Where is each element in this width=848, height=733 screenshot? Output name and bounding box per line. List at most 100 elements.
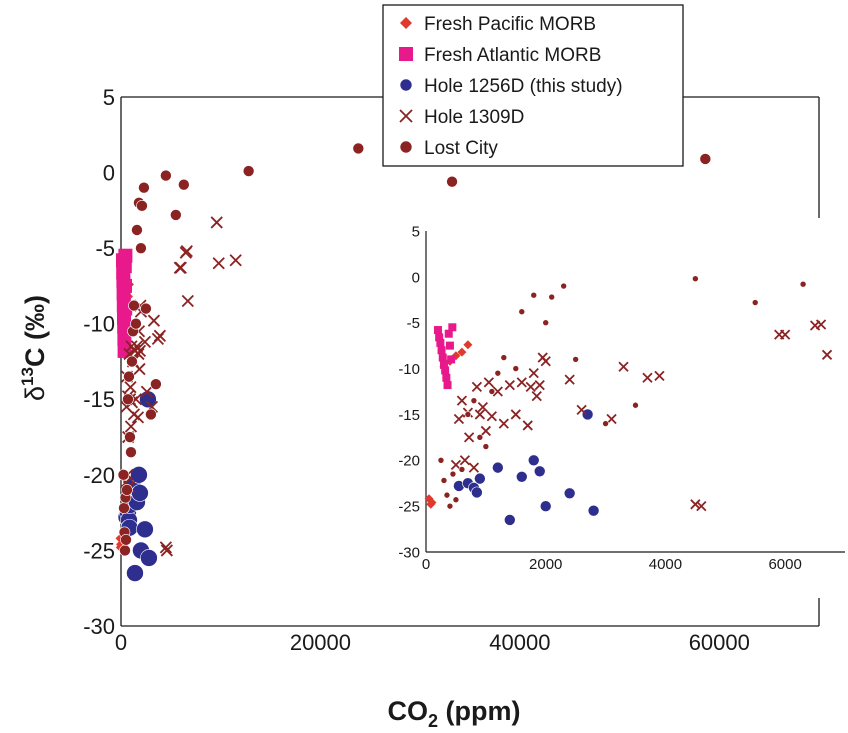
inset-point-pacific — [427, 497, 437, 507]
inset-point-h1256 — [581, 408, 594, 421]
inset-x-tick-label: 2000 — [529, 556, 562, 573]
inset-point-lost — [464, 411, 472, 418]
inset-point-lost — [458, 466, 466, 473]
inset-point-lost — [572, 356, 579, 363]
main-point-lost — [178, 178, 190, 191]
inset-point-atlantic — [441, 366, 450, 375]
main-data-points — [115, 142, 712, 582]
main-point-lost — [446, 175, 458, 188]
legend-marker-h1309 — [399, 109, 413, 123]
inset-point-h1256 — [471, 486, 483, 499]
main-y-tick-label: -20 — [83, 463, 115, 488]
inset-point-h1256 — [539, 500, 552, 512]
inset-point-atlantic — [448, 323, 457, 332]
main-point-lost — [126, 355, 138, 368]
inset-data-points — [424, 275, 833, 526]
inset-point-h1309 — [510, 409, 521, 420]
main-y-tick-label: -30 — [83, 614, 115, 639]
legend-marker-lost — [399, 140, 413, 154]
inset-point-h1256 — [474, 472, 486, 485]
inset-point-h1309 — [531, 390, 542, 402]
inset-point-h1309 — [492, 386, 503, 397]
inset-point-h1309 — [809, 320, 821, 331]
main-point-h1309 — [140, 385, 154, 398]
inset-point-h1256 — [515, 470, 528, 483]
main-point-h1309 — [138, 335, 152, 348]
inset-point-pacific — [457, 347, 467, 357]
inset-point-lost — [476, 434, 484, 441]
inset-point-h1309 — [528, 368, 539, 379]
inset-point-lost — [751, 299, 759, 306]
inset-point-lost — [488, 388, 496, 395]
inset-point-h1309 — [534, 379, 545, 391]
inset-plot: 0 2000 4000 6000 5 0 -5 -10 -15 -20 -25 -30 — [384, 218, 846, 598]
inset-background — [384, 218, 846, 598]
inset-x-tick-label: 4000 — [649, 556, 682, 573]
inset-point-h1309 — [642, 372, 653, 383]
inset-point-h1309 — [821, 349, 833, 360]
main-point-h1309 — [160, 544, 174, 557]
main-point-h1309 — [179, 246, 192, 259]
x-axis-title: CO2 (ppm) — [388, 696, 521, 731]
legend-label-h1309: Hole 1309D — [424, 107, 524, 128]
legend-marker-atlantic — [399, 47, 413, 61]
main-point-h1309 — [124, 381, 137, 394]
main-point-lost — [160, 169, 172, 182]
main-point-h1309 — [147, 314, 161, 327]
legend-entries: Fresh Pacific MORB Fresh Atlantic MORB Hol… — [399, 14, 623, 159]
main-point-lost — [352, 142, 365, 155]
inset-point-atlantic — [442, 373, 451, 382]
legend-label-lost: Lost City — [424, 138, 498, 159]
inset-point-lost — [470, 397, 478, 404]
legend-marker-h1256 — [399, 78, 413, 92]
main-y-tick-label: -25 — [83, 538, 115, 563]
x-axis-title-subscript: 2 — [428, 711, 438, 731]
main-x-tick-label: 20000 — [290, 630, 351, 655]
inset-point-h1309 — [525, 381, 536, 393]
inset-point-lost — [530, 291, 538, 299]
main-point-lost — [124, 431, 136, 443]
main-point-h1309 — [181, 294, 194, 308]
main-point-h1256 — [136, 520, 154, 539]
y-axis-title: δ13C (‰) — [18, 295, 50, 401]
main-point-lost — [122, 393, 134, 406]
main-point-lost — [131, 224, 143, 236]
legend-label-h1256: Hole 1256D (this study) — [424, 76, 623, 97]
y-axis-title-delta: δ — [20, 386, 50, 401]
inset-point-atlantic — [445, 341, 454, 350]
inset-point-lost — [560, 282, 567, 290]
inset-point-atlantic — [436, 338, 445, 347]
inset-point-h1309 — [522, 420, 533, 431]
main-point-h1309 — [133, 344, 147, 358]
inset-point-h1309 — [780, 329, 791, 340]
inset-point-atlantic — [433, 326, 442, 335]
main-point-h1309 — [229, 254, 242, 267]
inset-point-lost — [518, 308, 526, 316]
inset-point-h1309 — [516, 377, 527, 388]
y-axis-title-main: C (‰) — [20, 295, 50, 367]
inset-x-tick-label: 6000 — [768, 556, 801, 573]
main-point-h1256 — [131, 484, 149, 502]
main-point-lost — [120, 534, 132, 546]
legend-label-atlantic: Fresh Atlantic MORB — [424, 45, 601, 66]
inset-point-lost — [443, 491, 451, 499]
main-y-tick-label: 0 — [103, 160, 115, 185]
main-y-tick-label: -5 — [95, 236, 115, 261]
inset-y-tick-label: -30 — [398, 544, 420, 561]
inset-point-lost — [446, 502, 454, 510]
x-axis-title-main: CO — [388, 696, 429, 726]
inset-point-atlantic — [447, 355, 456, 364]
inset-point-h1309 — [690, 499, 701, 510]
inset-point-lost — [542, 319, 550, 327]
inset-point-h1309 — [463, 432, 475, 443]
inset-ticks: 0 2000 4000 6000 5 0 -5 -10 -15 -20 -25 -30 — [398, 223, 802, 573]
main-point-h1256 — [140, 549, 158, 567]
inset-point-atlantic — [439, 360, 448, 369]
main-point-atlantic — [117, 259, 132, 274]
inset-y-tick-label: -10 — [398, 361, 420, 378]
main-point-h1256 — [130, 466, 148, 484]
inset-point-h1309 — [504, 379, 515, 391]
inset-point-pacific — [463, 340, 473, 350]
inset-point-h1256 — [533, 465, 546, 478]
inset-point-h1256 — [563, 487, 576, 500]
